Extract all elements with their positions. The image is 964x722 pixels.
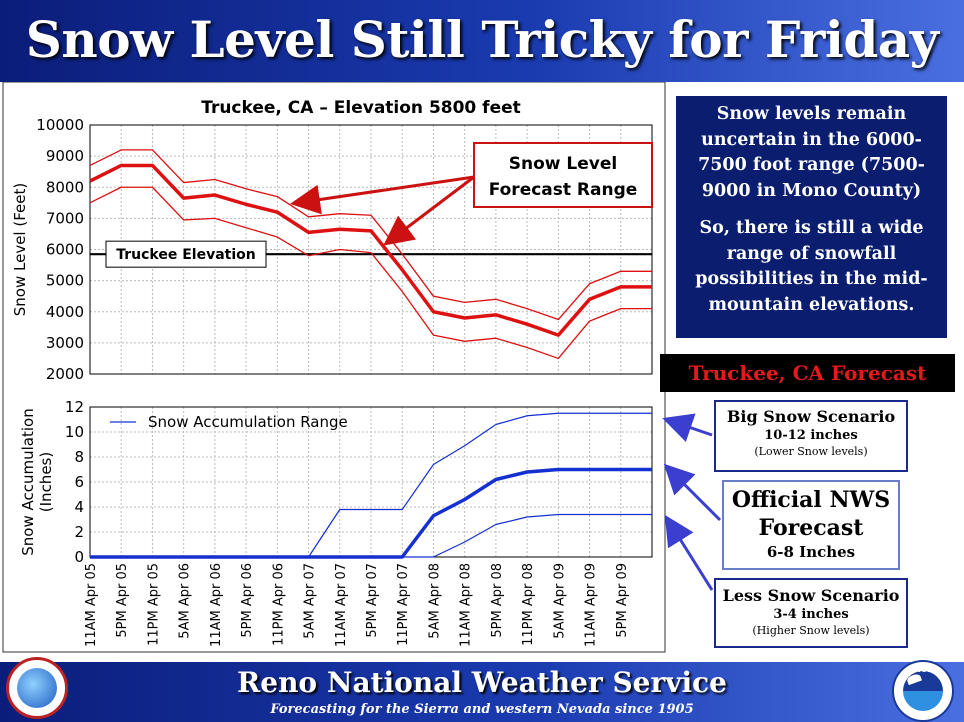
x-tick-label: 11PM Apr 06: [271, 563, 286, 646]
chart-title: Truckee, CA – Elevation 5800 feet: [201, 98, 521, 118]
x-tick-label: 11PM Apr 07: [396, 563, 411, 646]
scenario-note: (Higher Snow levels): [752, 624, 870, 637]
scenario-title: Less Snow Scenario: [722, 586, 900, 605]
y-tick-label: 8000: [46, 178, 84, 196]
x-tick-label: 5PM Apr 09: [615, 563, 630, 638]
y-tick-label: 0: [74, 548, 84, 566]
footer-org-name: Reno National Weather Service: [236, 666, 727, 699]
scenario-amount: 10-12 inches: [764, 428, 858, 443]
reference-label-box: [105, 240, 267, 268]
scenario-amount: 3-4 inches: [773, 607, 849, 622]
info-box: Snow levels remain uncertain in the 6000…: [676, 96, 947, 338]
charts-area: 2000 3000 4000 5000 6000 7000 8000 9000 10000 Tru…: [2, 82, 722, 653]
annotation-box: [473, 142, 653, 208]
footer-banner: Reno National Weather Service Forecastin…: [0, 662, 964, 722]
annotation-layer: Snow Level Forecast Range: [290, 142, 722, 591]
y-tick-label: 12: [65, 398, 84, 416]
official-forecast-box: Official NWS Forecast 6-8 Inches: [722, 480, 900, 570]
y-axis-label: Snow Accumulation(Inches): [19, 408, 55, 555]
scenario-note: (Lower Snow levels): [754, 445, 868, 458]
annotation-arrow: [383, 175, 475, 246]
x-tick-label: 11AM Apr 05: [84, 563, 99, 647]
noaa-logo-text: NOAA: [907, 666, 930, 674]
nws-logo-icon: [6, 657, 68, 719]
footer-tagline: Forecasting for the Sierra and western N…: [270, 702, 694, 717]
y-tick-label: 7000: [46, 209, 84, 227]
x-tick-label: 11AM Apr 07: [334, 563, 349, 647]
y-axis-label-line: (Inches): [37, 452, 55, 512]
info-paragraph-1: Snow levels remain uncertain in the 6000…: [698, 104, 925, 201]
y-tick-label: 10000: [36, 116, 84, 134]
annotation-arrow: [290, 175, 475, 215]
y-tick-label: 10: [65, 423, 84, 441]
scenario-arrow: [663, 463, 722, 522]
y-tick-label: 4000: [46, 303, 84, 321]
accumulation-series-line: [90, 513, 652, 558]
y-tick-label: 5000: [46, 272, 84, 290]
x-tick-label: 5AM Apr 07: [303, 563, 318, 639]
plot-frame: [89, 124, 653, 375]
y-axis-label: Snow Level (Feet): [11, 183, 29, 316]
legend-label: Snow Accumulation Range: [148, 413, 348, 431]
y-tick-label: 4: [74, 498, 84, 516]
big-snow-scenario-box: Big Snow Scenario 10-12 inches (Lower Sn…: [714, 400, 908, 472]
info-paragraph-2: So, there is still a wide range of snowf…: [695, 218, 928, 315]
y-tick-label: 6: [74, 473, 84, 491]
x-tick-label: 5AM Apr 09: [552, 563, 567, 639]
header-banner: Snow Level Still Tricky for Friday: [0, 0, 964, 82]
x-tick-label: 11AM Apr 06: [209, 563, 224, 647]
scenario-title: Big Snow Scenario: [726, 407, 896, 426]
x-tick-label: 5AM Apr 08: [427, 563, 442, 639]
y-tick-label: 2000: [46, 365, 84, 383]
less-snow-scenario-box: Less Snow Scenario 3-4 inches (Higher Sn…: [714, 578, 908, 648]
y-tick-label: 6000: [46, 241, 84, 259]
snow-level-series-line: [89, 163, 652, 337]
annotation-text-line: Forecast Range: [489, 180, 638, 200]
y-tick-label: 2: [74, 523, 84, 541]
snow-level-series-line: [89, 186, 652, 360]
scenario-arrow: [662, 413, 713, 442]
x-tick-label: 11PM Apr 08: [521, 563, 536, 646]
snow-level-series-line: [89, 149, 652, 321]
y-tick-label: 9000: [46, 147, 84, 165]
annotation-text-line: Snow Level: [509, 154, 617, 174]
scenario-title: Official NWS Forecast: [731, 487, 891, 541]
x-tick-label: 5PM Apr 07: [365, 563, 380, 638]
y-tick-label: 8: [74, 448, 84, 466]
x-tick-label: 11PM Apr 05: [146, 563, 161, 646]
x-tick-label: 5AM Apr 06: [178, 563, 193, 639]
x-tick-label: 11AM Apr 08: [459, 563, 474, 647]
reference-label: Truckee Elevation: [116, 247, 256, 263]
x-tick-label: 5PM Apr 05: [115, 563, 130, 638]
y-axis-label-line: Snow Accumulation: [19, 408, 37, 555]
page-title: Snow Level Still Tricky for Friday: [25, 10, 939, 69]
forecast-banner: Truckee, CA Forecast: [660, 354, 955, 392]
scenario-amount: 6-8 Inches: [766, 543, 856, 561]
noaa-logo-icon: NOAA: [892, 660, 954, 722]
scenario-arrow: [664, 514, 714, 591]
x-tick-label: 5PM Apr 06: [240, 563, 255, 638]
y-tick-label: 3000: [46, 334, 84, 352]
x-tick-label: 11AM Apr 09: [584, 563, 599, 647]
x-tick-label: 5PM Apr 08: [490, 563, 505, 638]
